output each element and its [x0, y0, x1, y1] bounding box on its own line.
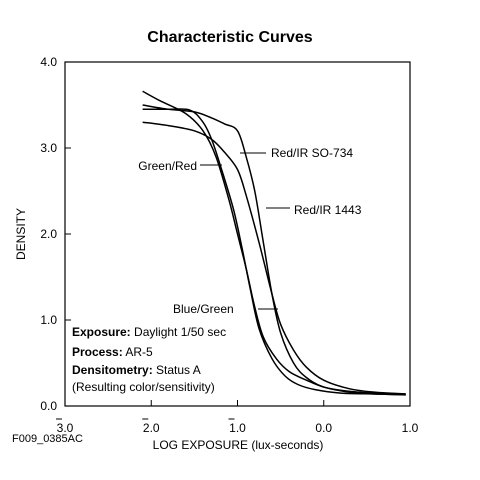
- label-red-ir-so734: Red/IR SO-734: [271, 146, 353, 160]
- x-tick-label: 1.0: [402, 421, 419, 435]
- y-tick-label: 3.0: [40, 141, 57, 155]
- x-tick-label: 2.0: [143, 421, 160, 435]
- note-process-key: Process:: [72, 345, 123, 359]
- x-axis-label: LOG EXPOSURE (lux-seconds): [153, 438, 324, 452]
- y-tick-label: 4.0: [40, 55, 57, 69]
- curve-red-ir-1443: [142, 121, 406, 395]
- x-axis: 3.0 2.0 1.0 0.0 1.0: [56, 400, 419, 435]
- y-tick-label: 2.0: [40, 227, 57, 241]
- note-exposure-key: Exposure:: [72, 325, 131, 339]
- label-blue-green: Blue/Green: [173, 302, 234, 316]
- label-red-ir-1443: Red/IR 1443: [294, 203, 362, 217]
- figure-id: F009_0385AC: [12, 433, 83, 445]
- y-tick-label: 0.0: [40, 399, 57, 413]
- note-densitometry-key: Densitometry:: [72, 363, 153, 377]
- x-tick-label: 1.0: [229, 421, 246, 435]
- x-tick-label: 0.0: [315, 421, 332, 435]
- curve-green-red: [142, 90, 406, 396]
- note-densitometry-value: Status A: [153, 363, 201, 377]
- x-tick-label: 3.0: [57, 421, 74, 435]
- svg-text:Densitometry: Status A: Densitometry: Status A: [72, 363, 201, 377]
- curve-blue-green: [142, 108, 406, 396]
- label-green-red: Green/Red: [138, 159, 197, 173]
- svg-text:Process: AR-5: Process: AR-5: [72, 345, 153, 359]
- exposure-note: Exposure: Daylight 1/50 sec Process: AR-…: [72, 325, 226, 394]
- y-axis: 0.0 1.0 2.0 3.0 4.0: [40, 55, 71, 413]
- note-sensitivity-value: (Resulting color/sensitivity): [72, 380, 215, 394]
- note-exposure-value: Daylight 1/50 sec: [131, 325, 226, 339]
- y-tick-label: 1.0: [40, 313, 57, 327]
- y-axis-label: DENSITY: [14, 208, 28, 260]
- curves-group: [142, 90, 406, 396]
- note-process-value: AR-5: [123, 345, 153, 359]
- svg-text:(Resulting color/sensitivity): (Resulting color/sensitivity): [72, 380, 215, 394]
- chart-title: Characteristic Curves: [147, 29, 313, 46]
- svg-text:Exposure: Daylight 1/50 sec: Exposure: Daylight 1/50 sec: [72, 325, 226, 339]
